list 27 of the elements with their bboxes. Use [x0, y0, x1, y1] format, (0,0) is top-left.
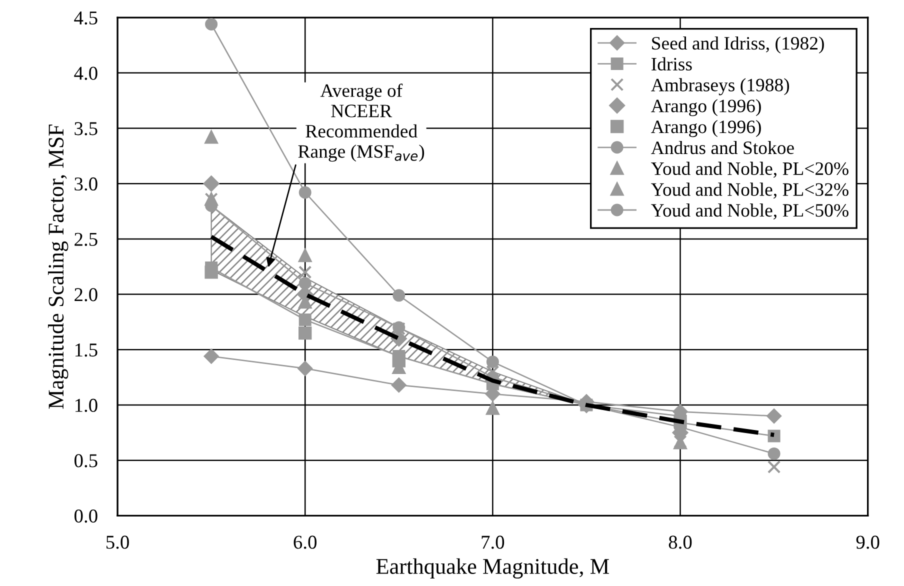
- y-tick-label: 2.0: [74, 288, 98, 302]
- y-tick-label: 4.5: [74, 12, 98, 25]
- x-tick-label: 9.0: [856, 536, 880, 549]
- legend-label: Youd and Noble, PL<50%: [651, 204, 848, 220]
- legend-label: Youd and Noble, PL<20%: [651, 162, 848, 178]
- legend-label: Idriss: [652, 57, 692, 71]
- x-tick-label: 7.0: [482, 536, 504, 549]
- y-tick-label: 1.0: [75, 398, 98, 412]
- legend-label: Seed and Idriss, (1982): [652, 36, 824, 54]
- legend-label: Arango (1996): [651, 99, 761, 116]
- y-tick-label: 0.0: [74, 509, 98, 523]
- y-tick-label: 4.0: [74, 66, 98, 80]
- y-tick-label: 1.5: [75, 344, 98, 357]
- legend-label: Youd and Noble, PL<32%: [651, 182, 848, 199]
- y-tick-label: 2.5: [74, 232, 98, 246]
- legend-label: Arango (1996): [651, 120, 761, 138]
- y-tick-label: 3.0: [74, 177, 98, 191]
- y-tick-label: 3.5: [74, 122, 98, 136]
- x-axis-title: Earthquake Magnitude, M: [376, 558, 609, 579]
- annotation: Average of NCEER Recommended Range (MSF$_{ave}$): [298, 84, 424, 162]
- legend-label: Ambraseys (1988): [651, 78, 790, 96]
- y-axis-title: Magnitude Scaling Factor, MSF: [48, 124, 68, 409]
- y-tick-label: 0.5: [74, 454, 98, 468]
- x-tick-label: 5.0: [106, 536, 129, 549]
- x-tick-label: 8.0: [668, 536, 692, 549]
- legend-label: Andrus and Stokoe: [651, 140, 794, 154]
- x-tick-label: 6.0: [294, 536, 317, 549]
